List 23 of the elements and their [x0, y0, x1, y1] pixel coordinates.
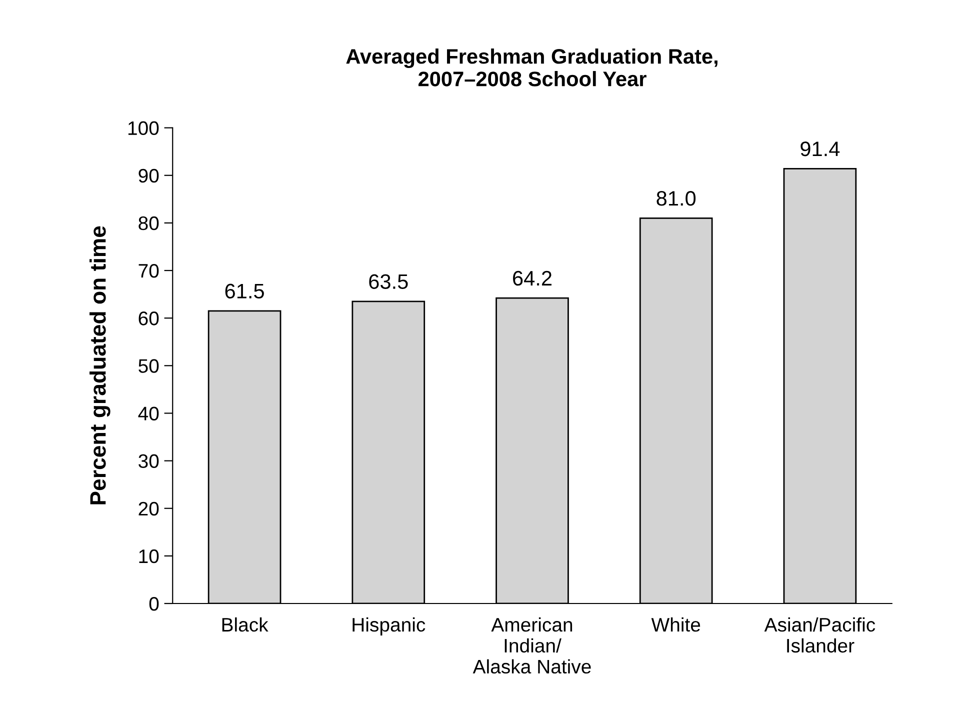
- y-tick-label: 30: [138, 454, 159, 468]
- y-axis-title: Percent graduated on time: [90, 226, 110, 504]
- data-label: 81.0: [656, 190, 696, 206]
- y-tick-label: 90: [138, 168, 159, 183]
- y-tick-label: 50: [138, 359, 159, 373]
- y-tick-label: 100: [128, 121, 159, 136]
- data-label: 63.5: [369, 274, 408, 289]
- x-tick-label: Black: [222, 617, 268, 632]
- x-tick-label: American Indian/ Alaska Native: [472, 617, 591, 674]
- y-tick-label: 60: [138, 312, 159, 326]
- x-tick-label: White: [651, 617, 700, 632]
- y-tick-label: 80: [138, 216, 159, 230]
- y-tick-label: 20: [138, 502, 159, 516]
- y-tick-label: 40: [138, 406, 159, 420]
- chart-title: Averaged Freshman Graduation Rate, 2007–2008 School Year: [346, 48, 718, 86]
- data-label: 91.4: [800, 142, 840, 156]
- x-tick-label: Hispanic: [352, 617, 426, 636]
- x-tick-label: Asian/Pacific Islander: [764, 617, 876, 653]
- y-tick-label: 70: [138, 264, 159, 278]
- data-label: 61.5: [225, 284, 264, 298]
- y-tick-label: 10: [139, 549, 159, 564]
- data-label: 64.2: [513, 270, 552, 286]
- y-tick-label: 0: [149, 596, 159, 611]
